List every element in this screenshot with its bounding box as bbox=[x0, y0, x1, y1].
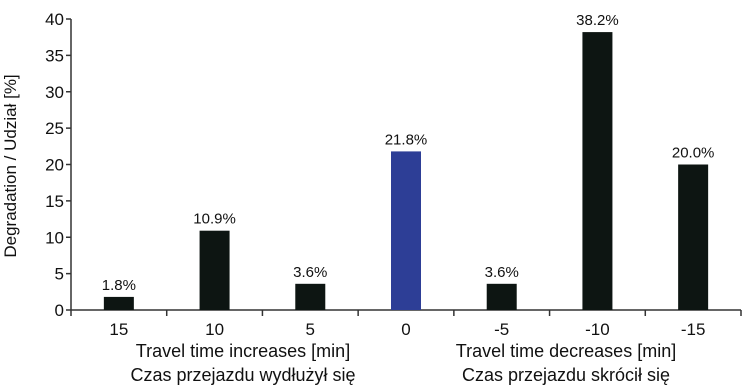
group-label-increase-line1: Travel time increases [min] bbox=[136, 341, 350, 361]
bar bbox=[391, 151, 421, 310]
bar-value-label: 10.9% bbox=[193, 211, 236, 228]
bar bbox=[486, 283, 517, 310]
y-tick-label: 5 bbox=[55, 265, 64, 284]
y-tick-label: 15 bbox=[45, 192, 64, 211]
bar bbox=[582, 32, 613, 310]
y-axis: 0 5 10 15 20 25 30 35 40 bbox=[45, 10, 72, 320]
y-tick-label: 35 bbox=[45, 46, 64, 65]
bar-value-label: 38.2% bbox=[576, 12, 619, 29]
x-axis: 15 10 5 0 -5 -10 -15 bbox=[70, 309, 742, 339]
bar-value-label: 1.8% bbox=[102, 277, 136, 294]
y-tick-label: 25 bbox=[45, 119, 64, 138]
data-labels: 1.8% 10.9% 3.6% 21.8% 3.6% 38.2% 20.0% bbox=[102, 12, 715, 294]
y-tick-label: 30 bbox=[45, 83, 64, 102]
bar bbox=[199, 230, 230, 310]
y-axis-title: Degradation / Udział [%] bbox=[1, 74, 20, 257]
group-label-increase-line2: Czas przejazdu wydłużył się bbox=[130, 365, 355, 385]
y-tick-label: 40 bbox=[45, 10, 64, 29]
bar-value-label: 3.6% bbox=[293, 264, 327, 281]
bar bbox=[295, 283, 326, 310]
x-tick-label: 10 bbox=[205, 320, 224, 339]
y-tick-label: 0 bbox=[55, 301, 64, 320]
bar-value-label: 3.6% bbox=[485, 264, 519, 281]
group-label-decrease: Travel time decreases [min] Czas przejaz… bbox=[456, 341, 676, 385]
y-tick-label: 10 bbox=[45, 228, 64, 247]
y-tick-label: 20 bbox=[45, 156, 64, 175]
x-tick-label: 15 bbox=[109, 320, 128, 339]
bar-value-label: 20.0% bbox=[672, 145, 715, 162]
bar bbox=[678, 164, 709, 310]
bar-value-label: 21.8% bbox=[385, 131, 428, 148]
group-label-increase: Travel time increases [min] Czas przejaz… bbox=[130, 341, 355, 385]
x-tick-label: -15 bbox=[681, 320, 706, 339]
bar bbox=[103, 296, 134, 310]
bars bbox=[103, 32, 709, 310]
x-tick-label: 5 bbox=[306, 320, 315, 339]
group-label-decrease-line1: Travel time decreases [min] bbox=[456, 341, 676, 361]
x-tick-label: -5 bbox=[494, 320, 509, 339]
x-tick-label: 0 bbox=[401, 320, 410, 339]
group-label-decrease-line2: Czas przejazdu skrócił się bbox=[462, 365, 670, 385]
x-tick-label: -10 bbox=[585, 320, 610, 339]
